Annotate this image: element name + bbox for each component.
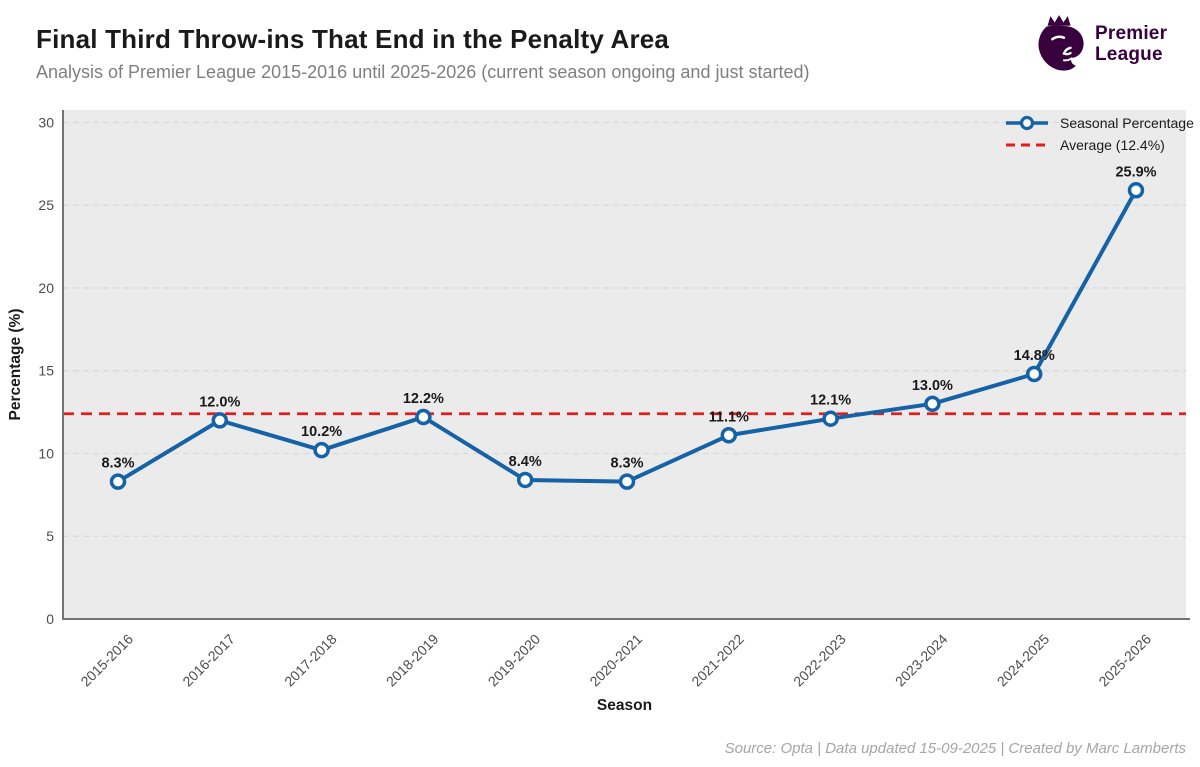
- legend-item-average: Average (12.4%): [1004, 134, 1194, 156]
- x-tick-label: 2015-2016: [77, 631, 136, 690]
- data-point-label: 14.8%: [1014, 348, 1055, 364]
- logo-word-premier: Premier: [1095, 23, 1168, 44]
- data-point-label: 8.3%: [610, 456, 643, 472]
- credit-line: Source: Opta | Data updated 15-09-2025 |…: [724, 740, 1186, 757]
- data-point-marker: [1127, 182, 1145, 199]
- data-point-label: 25.9%: [1115, 164, 1156, 180]
- data-point-label: 8.4%: [509, 454, 542, 470]
- y-tick-label: 30: [38, 114, 54, 130]
- data-point-label: 11.1%: [709, 409, 749, 425]
- data-point-label: 10.2%: [301, 424, 342, 440]
- data-point-label: 12.0%: [199, 394, 240, 410]
- data-point-marker: [618, 473, 636, 490]
- legend-item-seasonal-percentage: Seasonal Percentage: [1004, 112, 1194, 134]
- data-point-marker: [313, 441, 330, 459]
- data-point-marker: [211, 412, 229, 429]
- premier-league-wordmark: Premier League: [1095, 23, 1167, 65]
- series-line-marker-icon: [1006, 115, 1048, 131]
- data-point-marker: [924, 395, 941, 413]
- data-point-label: 12.2%: [403, 391, 444, 407]
- data-point-marker: [415, 408, 432, 426]
- legend-label-average: Average (12.4%): [1060, 137, 1165, 153]
- x-tick-label: 2022-2023: [790, 631, 849, 690]
- data-point-label: 8.3%: [101, 456, 134, 472]
- y-tick-label: 10: [38, 445, 54, 461]
- legend-label-series: Seasonal Percentage: [1060, 115, 1194, 131]
- data-point-label: 12.1%: [810, 393, 851, 409]
- data-point-marker: [822, 410, 839, 427]
- y-tick-label: 20: [38, 280, 54, 296]
- x-tick-label: 2019-2020: [485, 631, 544, 690]
- plot-area: [63, 110, 1186, 619]
- x-tick-label: 2024-2025: [994, 631, 1053, 690]
- y-tick-label: 25: [38, 197, 54, 213]
- average-dashed-line-icon: [1006, 143, 1048, 147]
- data-point-marker: [720, 427, 738, 444]
- y-tick-label: 5: [46, 528, 54, 544]
- x-tick-label: 2016-2017: [179, 631, 238, 690]
- data-point-marker: [516, 471, 534, 489]
- logo-word-league: League: [1095, 44, 1163, 65]
- data-point-marker: [1025, 365, 1043, 383]
- data-point-marker: [109, 473, 127, 490]
- chart-legend: Seasonal Percentage Average (12.4%): [1004, 112, 1194, 156]
- data-point-label: 13.0%: [912, 378, 953, 394]
- x-tick-label: 2025-2026: [1095, 631, 1154, 690]
- y-axis-title: Percentage (%): [7, 309, 24, 421]
- x-tick-label: 2021-2022: [688, 631, 747, 690]
- x-tick-label: 2020-2021: [586, 631, 645, 690]
- premier-league-logo: Premier League: [1036, 12, 1167, 74]
- y-tick-label: 15: [38, 363, 54, 379]
- x-tick-label: 2023-2024: [892, 631, 951, 690]
- x-tick-label: 2018-2019: [383, 631, 442, 690]
- page-subtitle: Analysis of Premier League 2015-2016 unt…: [36, 62, 810, 82]
- y-tick-label: 0: [46, 611, 54, 627]
- premier-league-lion-icon: [1038, 15, 1084, 71]
- x-tick-label: 2017-2018: [281, 631, 340, 690]
- x-axis-title: Season: [597, 697, 652, 714]
- page-title: Final Third Throw-ins That End in the Pe…: [36, 24, 670, 54]
